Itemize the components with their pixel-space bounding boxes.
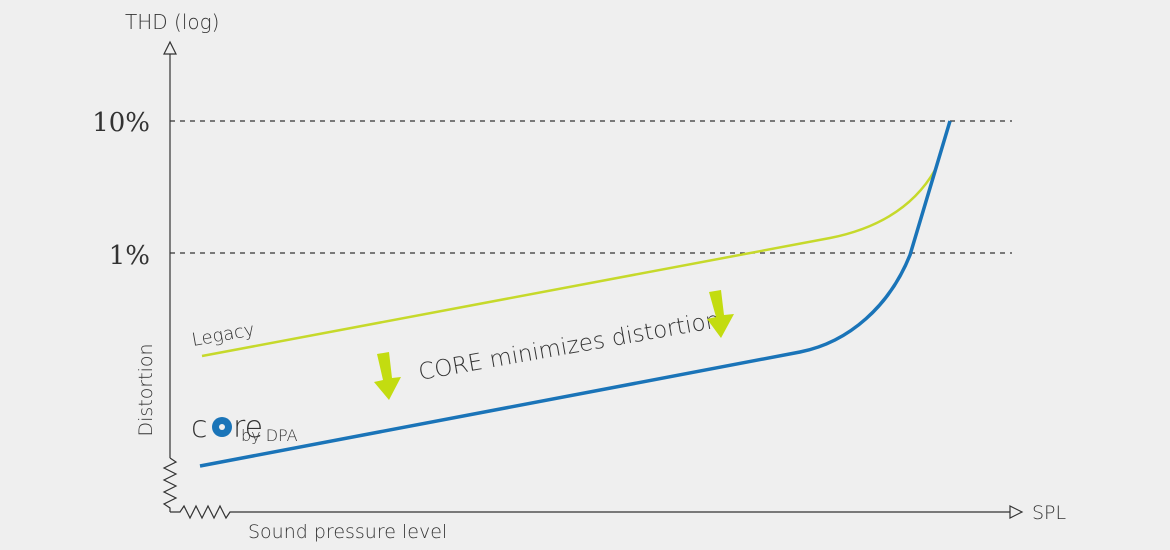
logo-disc-hole — [219, 424, 225, 430]
logo-prefix: c — [191, 410, 208, 445]
y-title: THD (log) — [125, 10, 219, 34]
logo-suffix: re — [233, 410, 263, 445]
y-arrow — [163, 40, 177, 55]
y-side-title: Distortion — [135, 343, 157, 436]
logo-byline: by DPA — [241, 426, 298, 445]
legacy-curve — [201, 169, 937, 358]
y-break — [162, 457, 178, 512]
x-title: Sound pressure level — [248, 521, 447, 543]
down-arrow — [374, 352, 401, 400]
y-label: 1% — [109, 241, 150, 271]
down-arrow — [707, 290, 734, 338]
x-end-label: SPL — [1032, 502, 1066, 524]
core-curve — [199, 120, 952, 468]
x-axis — [170, 504, 1012, 520]
x-arrow — [1009, 505, 1024, 519]
y-label: 10% — [92, 108, 150, 138]
